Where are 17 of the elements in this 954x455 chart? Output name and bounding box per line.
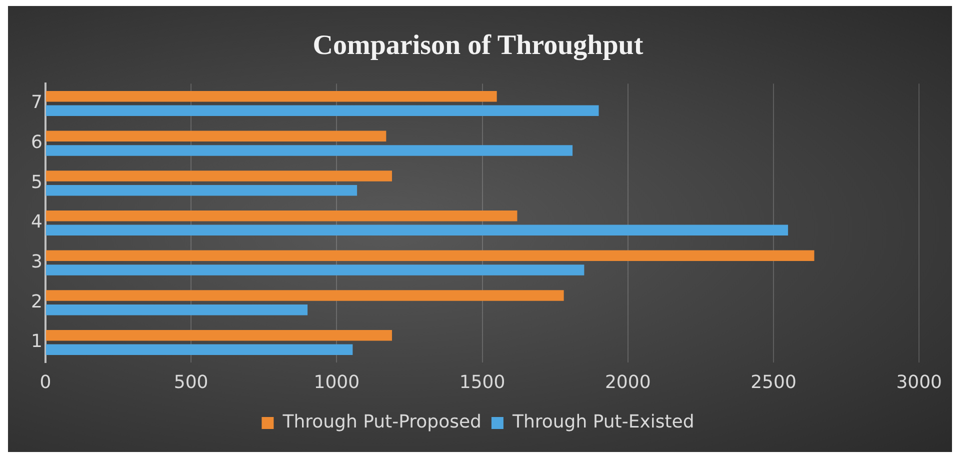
- y-tick-label: 4: [31, 212, 42, 233]
- x-tick-label: 2500: [750, 372, 796, 393]
- chart-title: Comparison of Throughput: [312, 30, 644, 62]
- y-tick-label: 2: [31, 291, 42, 312]
- legend-label: Through Put-Existed: [511, 412, 694, 433]
- x-tick-label: 1500: [459, 372, 506, 393]
- legend-label: Through Put-Proposed: [282, 412, 482, 433]
- y-tick-label: 7: [31, 92, 42, 114]
- x-tick-label: 1000: [314, 372, 360, 393]
- x-tick-label: 500: [174, 372, 208, 393]
- x-tick-label: 0: [40, 372, 52, 393]
- y-tick-label: 3: [31, 252, 42, 272]
- x-tick-label: 3000: [896, 372, 942, 393]
- y-tick-label: 6: [31, 132, 42, 154]
- y-tick-label: 1: [31, 331, 42, 352]
- y-tick-label: 5: [31, 172, 42, 193]
- x-tick-label: 2000: [604, 372, 651, 393]
